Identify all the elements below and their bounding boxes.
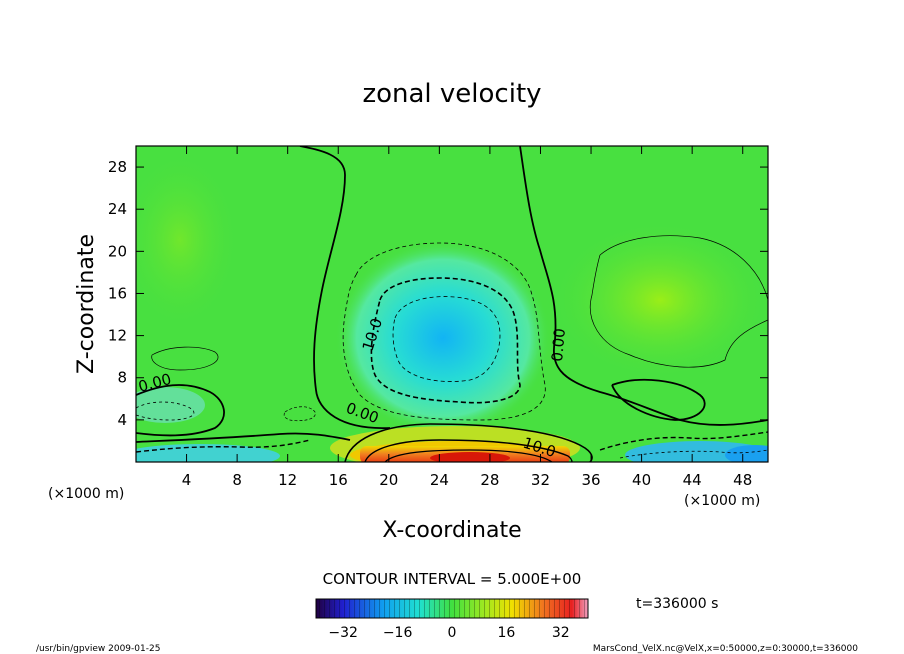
x-tick-label: 12: [278, 471, 297, 489]
colorbar-tick-label: 0: [448, 625, 457, 641]
negative-patch-far-right: [725, 445, 768, 462]
y-tick-label: 12: [108, 327, 127, 345]
thin-contour-right: [590, 235, 768, 368]
footer-right: MarsCond_VelX.nc@VelX,x=0:50000,z=0:3000…: [593, 644, 858, 654]
positive-region-right: [550, 220, 768, 380]
y-tick-label: 8: [117, 369, 127, 387]
x-unit-note-left: (×1000 m): [48, 486, 124, 502]
colorbar-frame: [315, 598, 589, 619]
x-tick-label: 20: [379, 471, 398, 489]
plot-frame: [135, 145, 769, 463]
thin-contour-left: [151, 346, 219, 371]
colorbar-tick-label: −32: [328, 625, 358, 641]
colorbar-tick-labels: −32 −16 0 16 32: [328, 625, 569, 641]
y-axis-label: Z-coordinate: [74, 234, 99, 374]
x-axis-label: X-coordinate: [382, 518, 521, 543]
y-tick-label: 4: [117, 411, 127, 429]
zero-contour-lower-right: [611, 378, 706, 421]
contour-label: 0.00: [548, 328, 569, 363]
jet-contour-core: [384, 449, 553, 462]
neg-contour-10: [370, 277, 521, 404]
colorbar-ticks-pattern: [316, 599, 588, 618]
zero-contour-right: [519, 146, 768, 426]
negative-core: [335, 240, 551, 436]
x-tick-label: 40: [632, 471, 651, 489]
zero-contour-left: [299, 146, 391, 429]
chart-title: zonal velocity: [362, 79, 541, 109]
y-tick-label: 20: [108, 242, 127, 260]
x-tick-label: 32: [531, 471, 550, 489]
x-tick-label: 28: [480, 471, 499, 489]
x-tick-label: 36: [581, 471, 600, 489]
x-tick-label: 44: [683, 471, 702, 489]
y-tick-label: 16: [108, 284, 127, 302]
neg-contour-surface-right: [599, 431, 768, 451]
time-label: t=336000 s: [636, 596, 718, 612]
neg-contour-patch-mid: [283, 406, 316, 422]
y-tick-label: 28: [108, 158, 127, 176]
neg-contour-surface-left: [136, 439, 311, 453]
zero-contour-lower-left: [136, 384, 225, 437]
jet-contour-inner: [364, 439, 573, 462]
contour-interval: CONTOUR INTERVAL = 5.000E+00: [323, 570, 582, 588]
colorbar-tick-label: −16: [383, 625, 413, 641]
heatmap-field: [136, 146, 768, 462]
colorbar-tick-label: 16: [497, 625, 515, 641]
y-axis: 4 8 12 16 20 24 28: [108, 158, 768, 429]
x-tick-label: 16: [329, 471, 348, 489]
x-unit-note-right: (×1000 m): [684, 493, 760, 509]
positive-region-left: [136, 150, 240, 330]
neg-contour-5: [342, 242, 546, 421]
neg-contour-15: [392, 296, 501, 382]
x-tick-label: 48: [733, 471, 752, 489]
negative-patch-left: [136, 387, 205, 423]
zero-contour-surface-left: [136, 432, 351, 443]
colorbar-tick-label: 32: [552, 625, 570, 641]
neg-contour-lower-left: [136, 401, 195, 421]
x-tick-label: 24: [430, 471, 449, 489]
neg-contour-surface-right-2: [619, 449, 768, 459]
x-axis: 4 8 12 16 20 24 28 32 36 40 44 48: [182, 146, 752, 489]
y-tick-label: 24: [108, 200, 127, 218]
x-tick-label: 4: [182, 471, 192, 489]
x-tick-label: 8: [232, 471, 242, 489]
footer-left: /usr/bin/gpview 2009-01-25: [36, 644, 160, 654]
